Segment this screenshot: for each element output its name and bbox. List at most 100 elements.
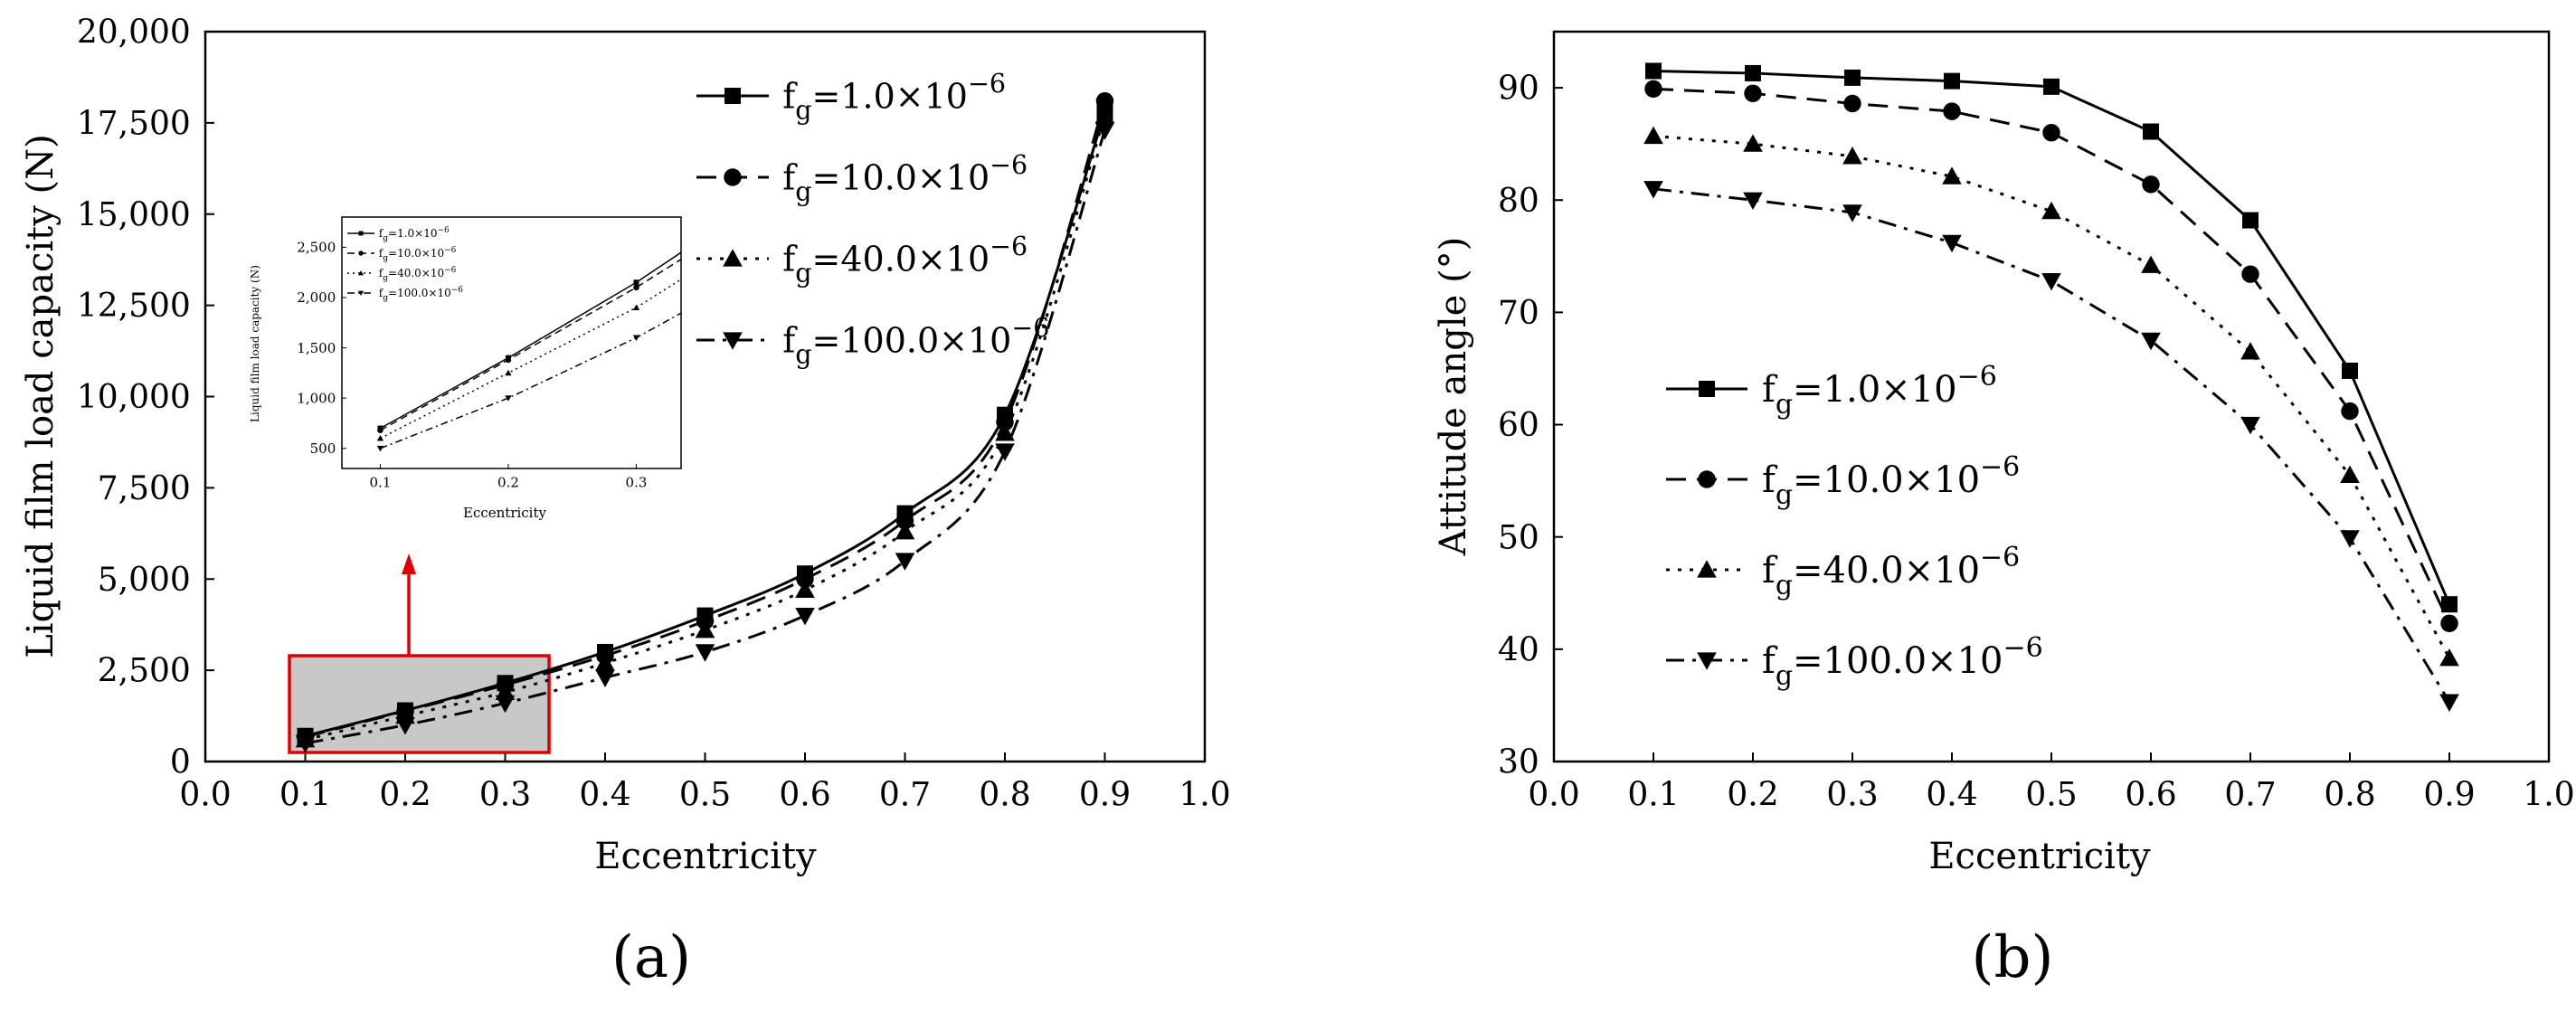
- panel-a-legend-marker: [724, 88, 741, 104]
- panel-a-y-tick-label: 10,000: [77, 379, 191, 416]
- panel-a-y-tick-label: 7,500: [98, 470, 191, 507]
- panel-a-series-line: [305, 100, 1106, 739]
- panel-a-x-tick-label: 0.5: [679, 777, 731, 814]
- panel-a-legend-marker: [723, 332, 743, 350]
- panel-a-data-point: [995, 423, 1015, 441]
- panel-a-x-tick-label: 0.4: [579, 777, 630, 814]
- panel-b-data-point: [1743, 192, 1763, 211]
- panel-a-y-tick-label: 17,500: [77, 105, 191, 142]
- panel-a-data-point: [795, 607, 815, 626]
- panel-a-legend-marker: [724, 168, 742, 186]
- panel-a-data-point: [595, 669, 615, 687]
- inset-y-tick-label: 2,000: [297, 289, 336, 306]
- panel-a-legend-item: fg=10.0×10−6: [696, 150, 1028, 206]
- panel-a-data-point: [795, 580, 815, 598]
- panel-a-x-tick-label: 0.7: [879, 777, 931, 814]
- inset-legend-label: fg=1.0×10−6: [379, 226, 450, 243]
- panel-a-y-tick-label: 2,500: [98, 653, 191, 690]
- panel-a-x-axis-label: Eccentricity: [594, 836, 817, 877]
- panel-b-y-tick-label: 50: [1498, 519, 1539, 556]
- panel-b-x-tick-label: 0.5: [2025, 777, 2077, 814]
- inset-legend-item: fg=1.0×10−6: [347, 226, 450, 243]
- panel-a-data-point: [796, 570, 814, 588]
- panel-a-data-point: [895, 511, 914, 530]
- inset-y-tick-label: 1,500: [297, 340, 336, 356]
- panel-b-data-point: [2242, 212, 2259, 229]
- inset-chart: 500 1,000 1,500 2,000 2,500 0.1 0.2 0.3 Eccent…: [249, 133, 895, 521]
- panel-b-data-point: [2342, 362, 2358, 379]
- panel-a-legend-marker: [723, 249, 743, 267]
- panel-b-legend-item: fg=40.0×10−6: [1666, 542, 2020, 601]
- inset-x-tick-label: 0.2: [497, 474, 519, 490]
- panel-b-x-tick-label: 1.0: [2523, 777, 2574, 814]
- inset-x-tick-label: 0.1: [370, 474, 392, 490]
- panel-b-data-point: [1643, 126, 1663, 145]
- inset-y-axis: 500 1,000 1,500 2,000 2,500: [297, 240, 346, 457]
- inset-data-point: [889, 133, 895, 138]
- panel-a-series-line: [305, 111, 1106, 738]
- panel-b-data-point: [1942, 166, 1962, 185]
- panel-b-data-point: [2141, 255, 2161, 273]
- panel-b-data-point: [1943, 102, 1961, 120]
- inset-series-line: [380, 312, 681, 449]
- inset-y-axis-label: Liquid film load capacity (N): [249, 265, 261, 422]
- panel-b-y-tick-label: 60: [1498, 407, 1539, 444]
- panel-a-x-tick-label: 0.8: [979, 777, 1030, 814]
- panel-b-data-point: [1644, 80, 1662, 99]
- panel-a-data-point: [395, 717, 415, 735]
- panel-b-data-point: [2240, 342, 2260, 360]
- inset-data-point: [762, 204, 767, 210]
- panel-a-x-tick-label: 0.6: [779, 777, 830, 814]
- zoom-region-highlight: [288, 654, 551, 754]
- panel-a-x-tick-label: 0.0: [179, 777, 231, 814]
- panel-b-series-2: [1644, 80, 2458, 633]
- panel-b-y-tick-label: 90: [1498, 71, 1539, 108]
- panel-a-load-capacity-chart: 0 2,500 5,000 7,500 10,000 12,500 15,000 17,500…: [20, 14, 1231, 991]
- panel-a-legend-label: fg=40.0×10−6: [782, 232, 1028, 288]
- panel-b-data-point: [2341, 402, 2359, 421]
- inset-series: [376, 133, 895, 452]
- panel-a-legend-label: fg=1.0×10−6: [782, 69, 1006, 125]
- panel-b-y-tick-label: 30: [1498, 744, 1539, 781]
- panel-a-legend-label: fg=100.0×10−6: [782, 313, 1049, 369]
- panel-b-legend-marker: [1697, 652, 1717, 670]
- panel-a-data-point: [1095, 91, 1114, 110]
- panel-b-legend-label: fg=100.0×10−6: [1762, 632, 2043, 692]
- panel-b-x-tick-label: 0.4: [1926, 777, 1977, 814]
- panel-b-x-tick-label: 0.2: [1727, 777, 1778, 814]
- panel-b-y-tick-label: 40: [1498, 631, 1539, 668]
- panel-b-data-point: [1842, 204, 1862, 222]
- panel-b-data-point: [2042, 124, 2060, 142]
- panel-b-x-tick-label: 0.1: [1627, 777, 1679, 814]
- inset-data-point: [376, 445, 384, 452]
- panel-a-x-tick-label: 0.2: [379, 777, 431, 814]
- inset-data-point: [505, 395, 512, 402]
- inset-data-point: [633, 284, 639, 291]
- panel-a-y-tick-label: 20,000: [77, 14, 191, 52]
- inset-series-4: [376, 312, 681, 452]
- inset-y-tick-label: 2,500: [297, 240, 336, 256]
- panel-b-data-point: [1844, 69, 1861, 86]
- panel-a-x-tick-label: 0.3: [479, 777, 531, 814]
- panel-b-label: (b): [1972, 924, 2054, 991]
- panel-b-data-point: [2240, 416, 2260, 435]
- panel-b-series-1: [1645, 62, 2458, 613]
- inset-data-point: [632, 304, 640, 310]
- panel-a-series-4: [295, 122, 1115, 753]
- panel-a-data-point: [495, 695, 516, 714]
- panel-a-data-point: [895, 553, 915, 571]
- panel-a-data-point: [1094, 106, 1115, 124]
- inset-x-axis-label: Eccentricity: [463, 505, 547, 521]
- panel-b-series-4: [1643, 181, 2459, 712]
- inset-legend-marker: [358, 231, 364, 236]
- panel-b-series-3: [1643, 126, 2459, 667]
- panel-a-data-point: [295, 735, 316, 753]
- panel-b-y-axis-label: Attitude angle (°): [1433, 237, 1474, 557]
- panel-b-y-tick-label: 70: [1498, 295, 1539, 332]
- panel-a-data-point: [695, 620, 715, 639]
- panel-a-x-tick-label: 0.1: [279, 777, 331, 814]
- panel-b-legend-marker: [1698, 470, 1716, 488]
- inset-y-tick-label: 500: [310, 440, 336, 457]
